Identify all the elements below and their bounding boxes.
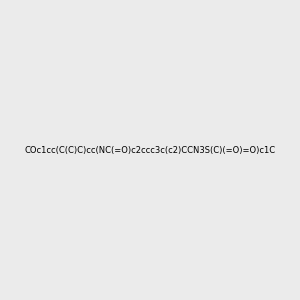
- Text: COc1cc(C(C)C)cc(NC(=O)c2ccc3c(c2)CCN3S(C)(=O)=O)c1C: COc1cc(C(C)C)cc(NC(=O)c2ccc3c(c2)CCN3S(C…: [24, 146, 276, 154]
